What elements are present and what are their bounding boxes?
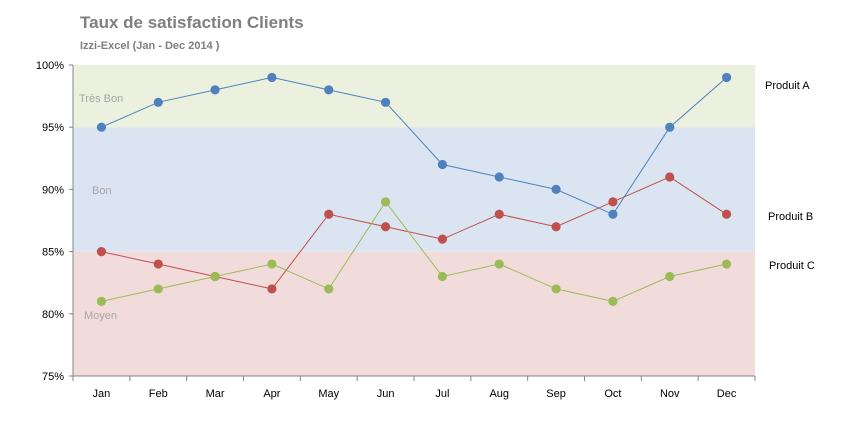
data-point-produit-b: [665, 172, 675, 182]
data-point-produit-b: [551, 222, 561, 232]
x-tick-label: Mar: [206, 388, 225, 400]
x-tick-label: May: [318, 388, 339, 400]
x-tick-label: Sep: [546, 388, 566, 400]
axes: 75% 80% 85% 90% 95% 100% Jan Feb Mar Apr May Jun Jul…: [36, 60, 756, 400]
x-tick-label: Jul: [435, 388, 449, 400]
data-point-produit-c: [210, 271, 220, 282]
band-label-tr-s-bon: Très Bon: [79, 93, 123, 105]
data-point-produit-b: [608, 197, 618, 207]
data-point-produit-c: [267, 259, 277, 269]
data-point-produit-c: [665, 271, 675, 282]
series-label-produit-b: Produit B: [768, 211, 813, 223]
series-produit-c: Produit C: [96, 197, 815, 306]
x-tick-label: Aug: [489, 388, 509, 400]
series-line-produit-c: [101, 200, 727, 302]
data-point-produit-b: [437, 234, 448, 244]
x-tick-label: Jan: [93, 388, 111, 400]
data-point-produit-c: [721, 259, 732, 269]
x-tick-label: Jun: [377, 388, 395, 400]
x-tick-label: Feb: [149, 388, 168, 400]
y-tick-label: 100%: [36, 60, 64, 72]
data-point-produit-a: [437, 159, 448, 170]
y-tick-label: 85%: [42, 247, 64, 259]
data-point-produit-b: [96, 247, 107, 257]
x-tick-label: Dec: [717, 388, 737, 400]
data-point-produit-c: [608, 296, 618, 306]
data-point-produit-c: [153, 284, 163, 294]
data-point-produit-a: [721, 72, 732, 83]
y-tick-label: 95%: [42, 122, 64, 134]
band-moyen: [73, 251, 755, 376]
data-point-produit-a: [267, 72, 277, 83]
data-point-produit-a: [153, 97, 163, 107]
band-label-bon: Bon: [92, 185, 112, 197]
data-point-produit-c: [324, 284, 334, 294]
x-tick-label: Oct: [604, 388, 621, 400]
band-tr-s-bon: [73, 65, 755, 128]
data-point-produit-c: [494, 259, 504, 269]
data-point-produit-b: [267, 284, 277, 294]
data-point-produit-c: [96, 296, 107, 306]
background-bands: Très Bon Bon Moyen: [73, 65, 755, 376]
y-tick-label: 80%: [42, 309, 64, 321]
data-point-produit-b: [153, 259, 163, 269]
series-label-produit-a: Produit A: [765, 80, 810, 92]
series-line-produit-a: [101, 76, 727, 215]
series-label-produit-c: Produit C: [769, 260, 815, 272]
band-label-moyen: Moyen: [84, 310, 117, 322]
data-point-produit-a: [380, 97, 391, 107]
data-point-produit-c: [437, 271, 448, 282]
data-point-produit-a: [551, 184, 561, 194]
y-tick-label: 75%: [42, 371, 64, 383]
x-tick-label: Nov: [660, 388, 680, 400]
data-point-produit-b: [721, 209, 732, 219]
series-produit-b: Produit B: [96, 172, 813, 294]
data-point-produit-a: [494, 172, 504, 182]
data-point-produit-a: [608, 209, 618, 219]
chart-subtitle: Izzi-Excel (Jan - Dec 2014 ): [80, 40, 220, 52]
data-point-produit-a: [210, 85, 220, 95]
y-tick-label: 90%: [42, 184, 64, 196]
data-point-produit-a: [96, 122, 107, 132]
data-point-produit-c: [380, 197, 391, 207]
data-point-produit-a: [665, 122, 675, 132]
series-produit-a: Produit A: [96, 72, 810, 219]
data-point-produit-b: [380, 222, 391, 232]
data-point-produit-b: [494, 209, 504, 219]
data-point-produit-a: [324, 85, 334, 95]
series-line-produit-b: [101, 176, 727, 290]
series-group: Produit A Produit B Produit C: [96, 72, 815, 306]
x-tick-label: Apr: [263, 388, 280, 400]
data-point-produit-b: [324, 209, 334, 219]
data-point-produit-c: [551, 284, 561, 294]
chart-title: Taux de satisfaction Clients: [80, 13, 304, 32]
